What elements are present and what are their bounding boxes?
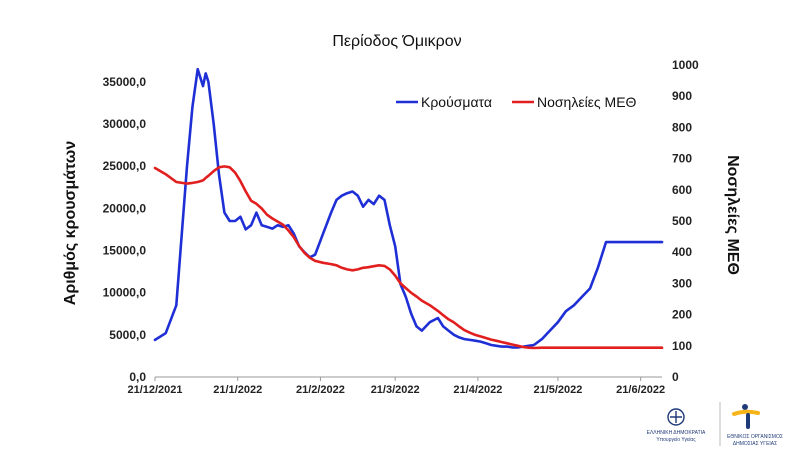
emblem-icon [667, 408, 685, 426]
x-tick-label: 21/6/2022 [616, 384, 665, 396]
y-axis-left-ticks: 0,0 5000,0 10000,0 15000,0 20000,0 25000,0 300… [103, 75, 147, 384]
x-tick-label: 21/1/2022 [213, 384, 262, 396]
y2-tick-label: 800 [672, 120, 692, 134]
y2-tick-label: 900 [672, 89, 692, 103]
eody-arc-icon [732, 409, 760, 416]
y2-axis-title: Νοσηλείες ΜΕΘ [724, 155, 741, 275]
y-axis-right-ticks: 0 100 200 300 400 500 600 700 800 900 1000 [672, 58, 699, 384]
legend-label-cases: Κρούσματα [421, 94, 492, 110]
y-tick-label: 15000,0 [103, 244, 147, 258]
greek-republic-logo: ΕΛΛΗΝΙΚΗ ΔΗΜΟΚΡΑΤΙΑ Υπουργείο Υγείας [647, 408, 706, 443]
series-line-cases [153, 67, 664, 349]
logo-right-line1: ΕΘΝΙΚΟΣ ΟΡΓΑΝΙΣΜΟΣ [727, 434, 783, 440]
y2-tick-label: 0 [672, 370, 679, 384]
logo-left-line1: ΕΛΛΗΝΙΚΗ ΔΗΜΟΚΡΑΤΙΑ [647, 430, 706, 436]
y-tick-label: 35000,0 [103, 75, 147, 89]
y2-tick-label: 200 [672, 308, 692, 322]
x-tick-label: 21/4/2022 [453, 384, 502, 396]
cross-icon [670, 411, 682, 423]
y2-tick-label: 300 [672, 276, 692, 290]
legend: Κρούσματα Νοσηλείες ΜΕΘ [396, 94, 637, 110]
y-tick-label: 20000,0 [103, 201, 147, 215]
eody-logo: ΕΘΝΙΚΟΣ ΟΡΓΑΝΙΣΜΟΣ ΔΗΜΟΣΙΑΣ ΥΓΕΙΑΣ [727, 404, 783, 447]
y-axis-title: Αριθμός κρουσμάτων [62, 141, 79, 306]
y2-tick-label: 500 [672, 214, 692, 228]
legend-label-icu: Νοσηλείες ΜΕΘ [537, 94, 637, 110]
eody-dot-icon [742, 404, 748, 410]
series-line-icu [153, 165, 664, 350]
y2-tick-label: 600 [672, 183, 692, 197]
y-tick-label: 10000,0 [103, 286, 147, 300]
x-tick-label: 21/12/2021 [127, 384, 182, 396]
x-tick-label: 21/3/2022 [371, 384, 420, 396]
y2-tick-label: 700 [672, 152, 692, 166]
x-tick-label: 21/5/2022 [533, 384, 582, 396]
series-layer [153, 67, 664, 350]
y2-tick-label: 1000 [672, 58, 699, 72]
y-tick-label: 0,0 [129, 370, 146, 384]
y2-tick-label: 100 [672, 339, 692, 353]
y2-tick-label: 400 [672, 245, 692, 259]
logo-right-line2: ΔΗΜΟΣΙΑΣ ΥΓΕΙΑΣ [733, 441, 777, 447]
x-tick-label: 21/2/2022 [296, 384, 345, 396]
chart-title: Περίοδος Όμικρον [332, 33, 461, 50]
logo-left-line2: Υπουργείο Υγείας [656, 437, 696, 443]
y-tick-label: 25000,0 [103, 159, 147, 173]
y-tick-label: 5000,0 [109, 328, 146, 342]
y-tick-label: 30000,0 [103, 117, 147, 131]
x-axis-ticks: 21/12/2021 21/1/2022 21/2/2022 21/3/2022 21/… [127, 377, 665, 396]
